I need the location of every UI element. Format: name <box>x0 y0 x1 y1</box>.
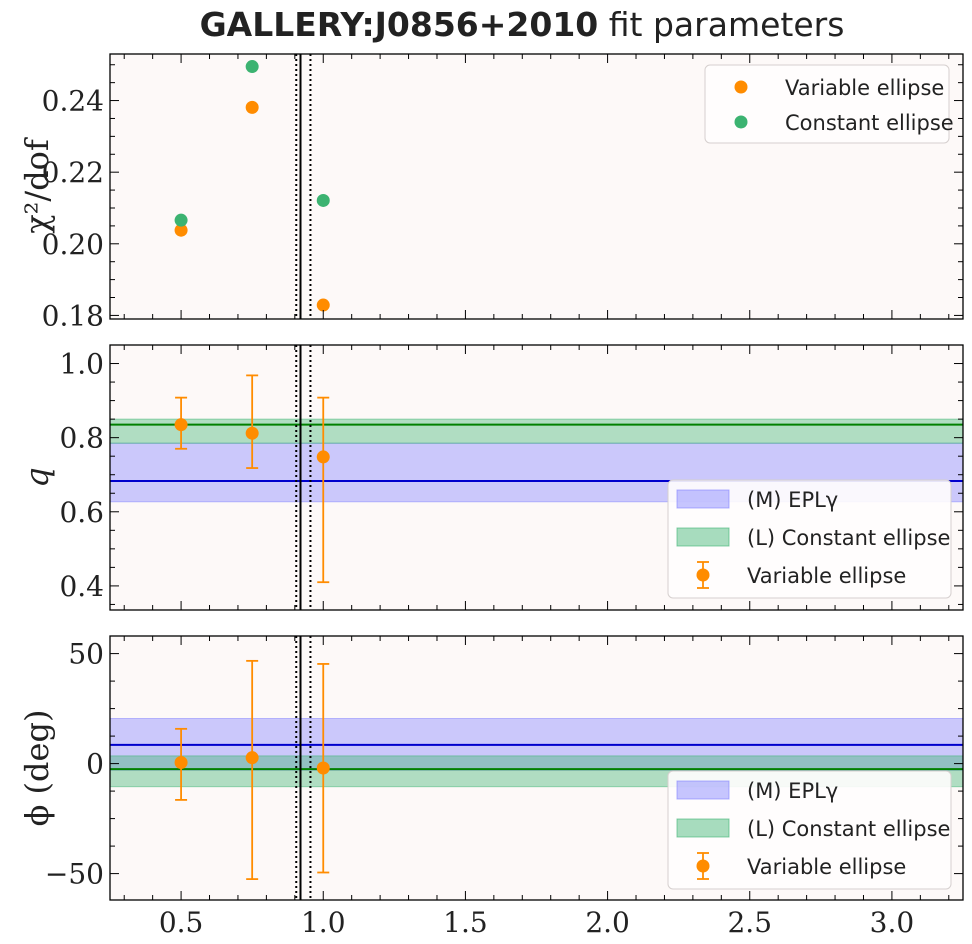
axes-frame <box>109 53 964 320</box>
variable-series <box>174 659 330 880</box>
legend-label: Constant ellipse <box>785 111 954 135</box>
data-point <box>316 450 330 464</box>
figure-title: GALLERY:J0856+2010 fit parameters <box>200 5 845 44</box>
xtick-label: 1.0 <box>301 906 346 939</box>
legend: (M) EPLγ (L) Constant ellipse Variable ell… <box>667 479 952 599</box>
legend-constant-swatch <box>676 527 730 547</box>
data-point <box>316 761 330 775</box>
data-point <box>316 193 330 207</box>
axes-frame <box>109 635 964 901</box>
data-point <box>245 60 259 74</box>
panel-2: 0.4 0.6 0.8 1.0 q (M) EPLγ (L) Constant ellips… <box>18 344 964 611</box>
data-point <box>174 418 188 432</box>
axes-frame <box>109 344 964 611</box>
legend-label: Variable ellipse <box>747 855 906 879</box>
legend-label: (L) Constant ellipse <box>747 817 950 841</box>
data-point <box>174 213 188 227</box>
legend-label: Variable ellipse <box>747 564 906 588</box>
legend-label: (M) EPLγ <box>747 488 838 512</box>
xtick-label: 1.5 <box>443 906 488 939</box>
panel-1: 0.18 0.20 0.22 0.24 χ²/dof Variable ellipse Co… <box>18 53 964 332</box>
variable-series <box>174 100 330 312</box>
xtick-label: 0.5 <box>159 906 204 939</box>
legend: Variable ellipse Constant ellipse <box>704 64 954 144</box>
title-rest: fit parameters <box>598 5 844 44</box>
data-point <box>245 751 259 765</box>
ytick-label: 0.22 <box>42 156 104 189</box>
y-axis-label: ϕ (deg) <box>18 710 56 827</box>
legend-constant-swatch <box>676 818 730 838</box>
ytick-label: 1.0 <box>59 348 104 381</box>
data-point <box>174 223 188 237</box>
xtick-label: 2.0 <box>585 906 630 939</box>
legend-label: (L) Constant ellipse <box>747 526 950 550</box>
constant-series <box>174 60 330 227</box>
xtick-label: 2.5 <box>727 906 772 939</box>
legend-marker <box>734 115 748 129</box>
ytick-label: −50 <box>45 858 104 891</box>
legend-marker <box>696 859 710 873</box>
ytick-label: 0.20 <box>42 228 104 261</box>
y-axis-label: q <box>18 467 56 487</box>
data-point <box>174 756 188 769</box>
legend-box <box>667 770 952 890</box>
ytick-label: 0.4 <box>59 570 104 603</box>
legend-marker <box>734 80 748 94</box>
title-bold: GALLERY:J0856+2010 <box>200 5 599 44</box>
legend-box <box>667 479 952 599</box>
ytick-label: 0.18 <box>42 299 104 332</box>
legend-label: Variable ellipse <box>785 76 944 100</box>
legend-epl-swatch <box>676 780 730 800</box>
legend-epl-swatch <box>676 489 730 509</box>
y-axis-label: χ²/dof <box>18 137 56 234</box>
legend-label: (M) EPLγ <box>747 779 838 803</box>
data-point <box>316 298 330 312</box>
ytick-label: 0.24 <box>42 85 104 118</box>
constant-ellipse-band <box>109 418 964 444</box>
data-point <box>245 100 259 114</box>
xtick-label: 3.0 <box>870 906 915 939</box>
ytick-label: 0 <box>86 748 104 781</box>
data-point <box>245 426 259 440</box>
legend-marker <box>696 568 710 582</box>
ytick-label: 0.8 <box>59 422 104 455</box>
ytick-label: 50 <box>68 638 104 671</box>
variable-series <box>174 374 330 584</box>
legend-box <box>704 64 950 144</box>
legend: (M) EPLγ (L) Constant ellipse Variable ell… <box>667 770 952 890</box>
ytick-label: 0.6 <box>59 496 104 529</box>
